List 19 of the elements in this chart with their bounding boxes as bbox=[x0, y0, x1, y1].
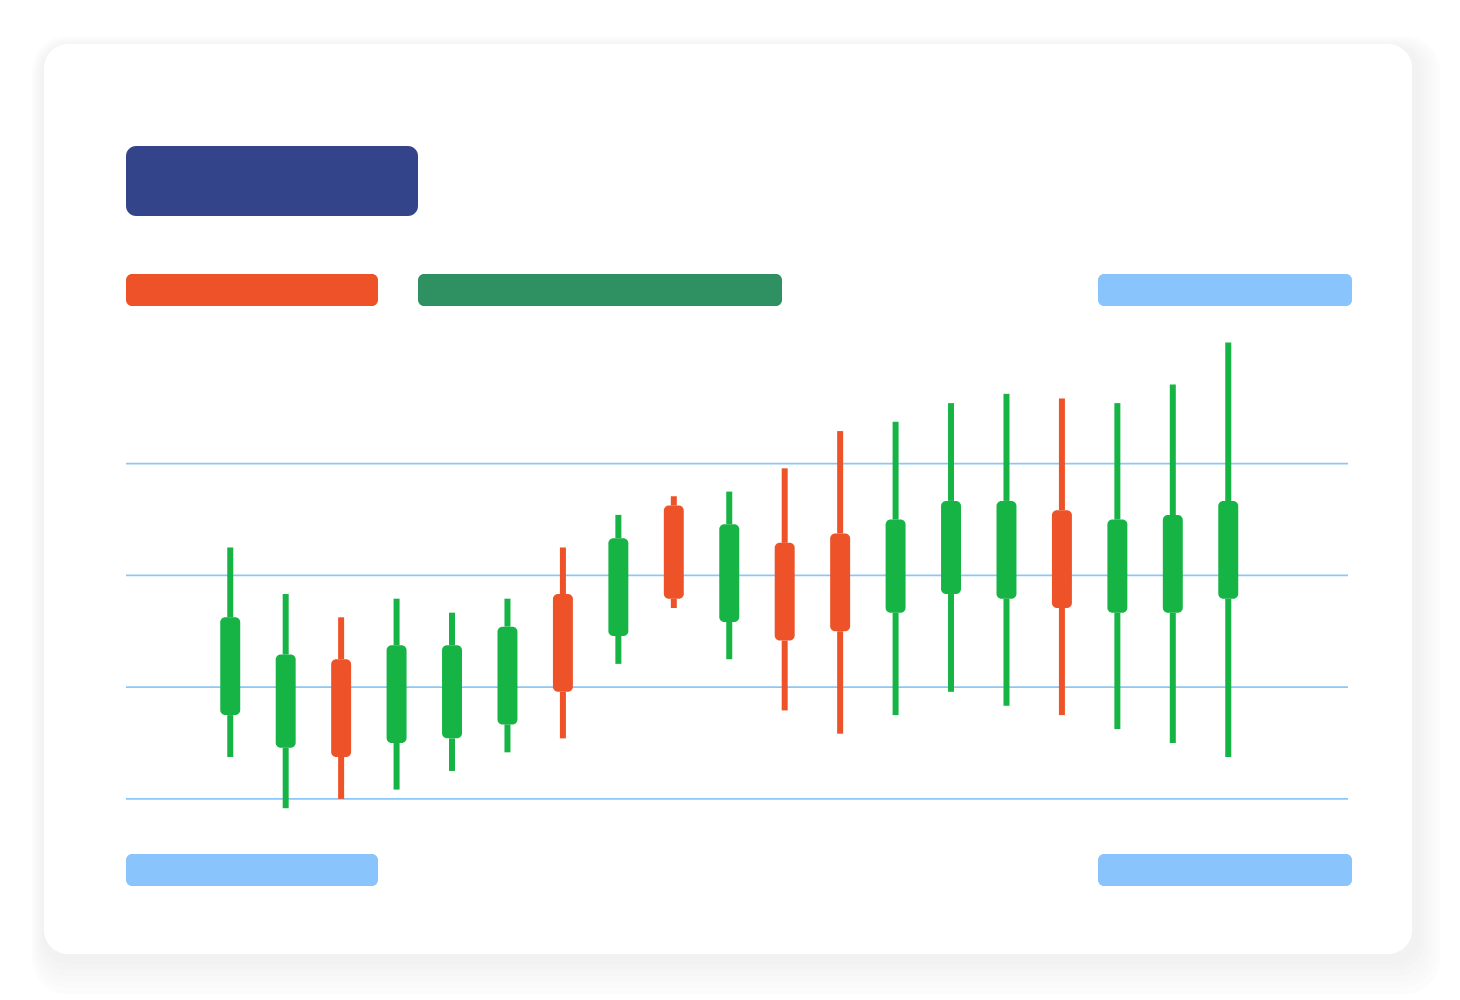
candlestick bbox=[220, 547, 241, 757]
candlestick bbox=[442, 612, 462, 771]
candlestick bbox=[552, 547, 573, 739]
candlestick bbox=[1162, 384, 1183, 744]
candlestick bbox=[830, 431, 851, 734]
candlestick bbox=[608, 514, 629, 664]
candlestick bbox=[1051, 398, 1072, 716]
candlestick bbox=[331, 617, 352, 799]
candlestick bbox=[941, 403, 962, 692]
candlestick bbox=[996, 393, 1017, 706]
candlestick bbox=[1107, 403, 1128, 730]
candlestick bbox=[885, 421, 906, 716]
candlestick bbox=[497, 598, 518, 753]
candlestick bbox=[663, 496, 684, 608]
candlestick bbox=[1218, 342, 1239, 757]
candlestick bbox=[275, 594, 296, 809]
candlestick bbox=[386, 598, 407, 790]
candlestick bbox=[719, 491, 740, 660]
candlestick bbox=[774, 468, 795, 711]
